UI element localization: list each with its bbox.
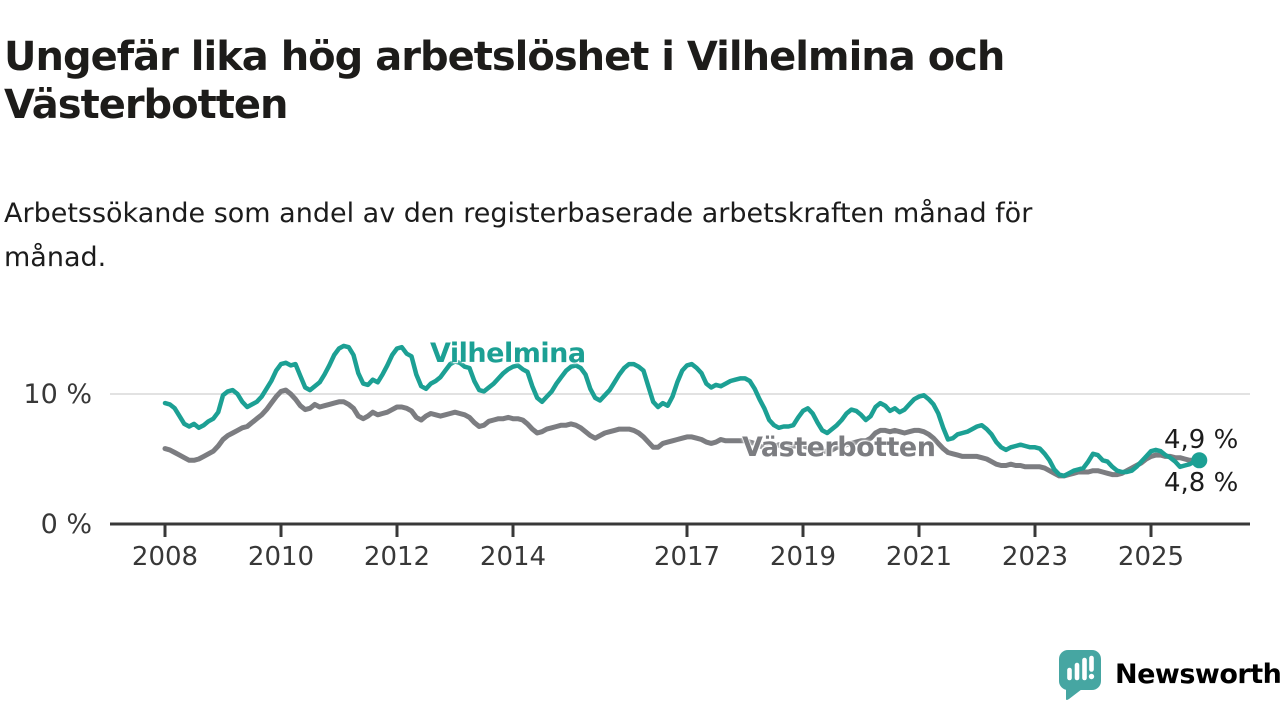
end-value-vilhelmina: 4,9 % [1164,425,1239,455]
chart-subtitle: Arbetssökande som andel av den registerb… [4,192,1184,280]
title-line-2: Västerbotten [4,82,289,128]
series-line-västerbotten [162,387,1202,479]
x-axis-tick-label: 2025 [1118,542,1184,572]
x-axis-tick-label: 2021 [886,542,952,572]
y-axis-tick-label: 0 % [41,509,92,540]
series-label-vasterbotten: Västerbotten [742,432,936,463]
x-axis-tick-label: 2012 [364,542,430,572]
logo-text: Newsworthy [1115,658,1280,690]
bar-chart-speech-bubble-icon [1059,650,1101,700]
x-axis-tick-label: 2008 [132,542,198,572]
series-label-vilhelmina: Vilhelmina [430,338,586,369]
y-axis-tick-label: 10 % [23,379,92,410]
subtitle-line-2: månad. [4,242,107,273]
x-axis-tick-label: 2017 [654,542,720,572]
title-line-1: Ungefär lika hög arbetslöshet i Vilhelmi… [4,34,1005,80]
series-end-dot [1191,452,1208,469]
newsworthy-logo: Newsworthy [1056,648,1280,700]
end-value-vasterbotten: 4,8 % [1164,468,1239,498]
x-axis-tick-label: 2019 [770,542,836,572]
x-axis-tick-label: 2023 [1002,542,1068,572]
x-axis-tick-label: 2014 [480,542,546,572]
page-title: Ungefär lika hög arbetslöshet i Vilhelmi… [4,33,1184,129]
series-line-vilhelmina [162,343,1202,479]
subtitle-line-1: Arbetssökande som andel av den registerb… [4,198,1033,229]
x-axis-tick-label: 2010 [248,542,314,572]
